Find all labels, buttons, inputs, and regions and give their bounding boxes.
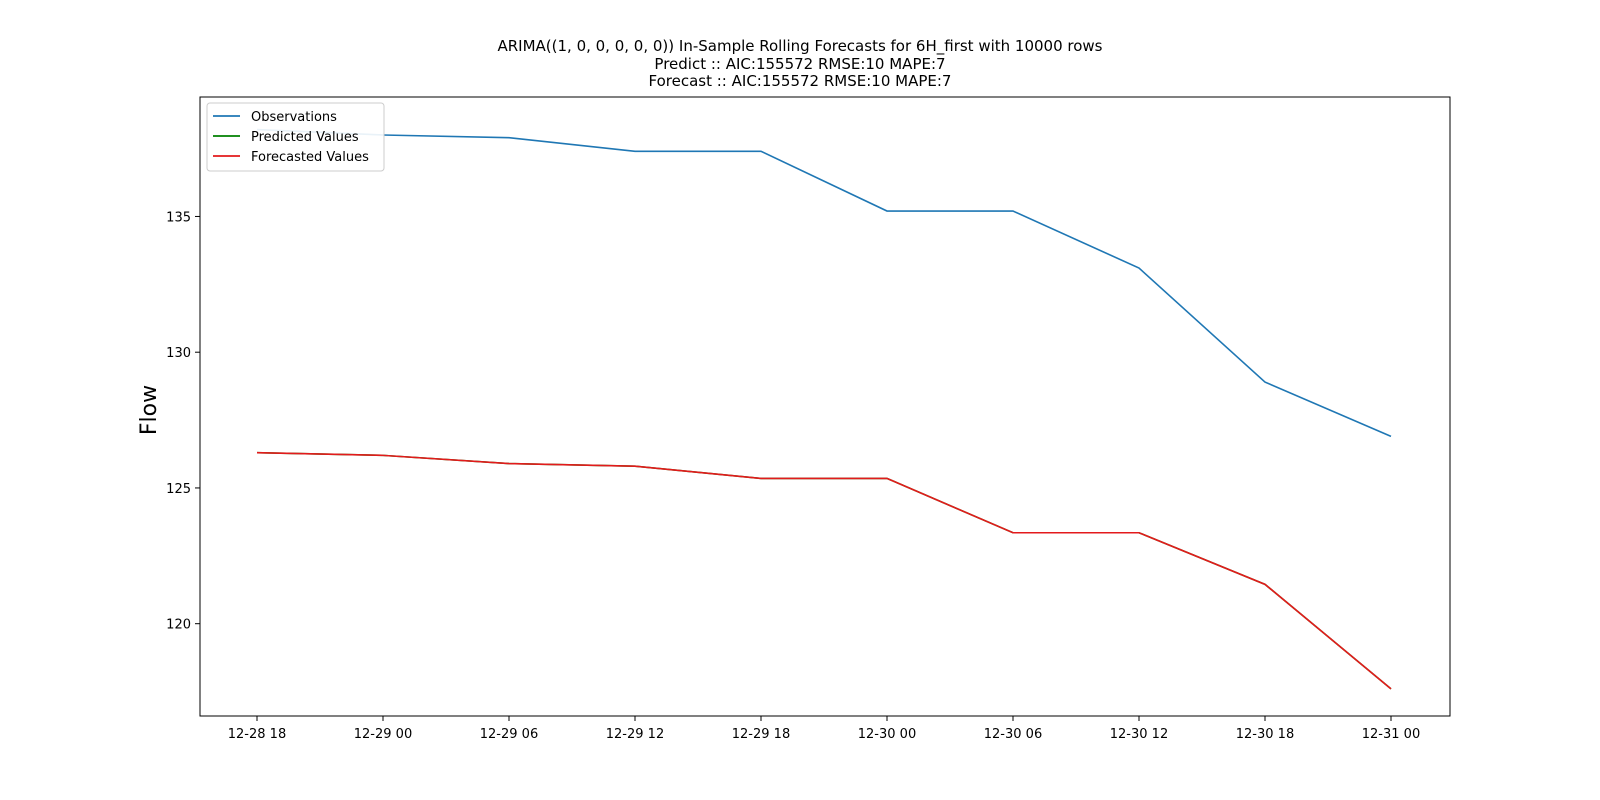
y-tick-label: 135: [166, 210, 191, 225]
chart-title-line-3: Forecast :: AIC:155572 RMSE:10 MAPE:7: [648, 72, 952, 90]
x-tick-label: 12-30 06: [984, 727, 1042, 742]
legend-label: Forecasted Values: [251, 150, 369, 165]
chart-title-line-1: ARIMA((1, 0, 0, 0, 0, 0)) In-Sample Roll…: [497, 37, 1103, 55]
y-tick-label: 130: [166, 346, 191, 361]
chart-title-line-2: Predict :: AIC:155572 RMSE:10 MAPE:7: [654, 55, 946, 73]
x-tick-label: 12-29 12: [606, 727, 664, 742]
series-line-predicted-values: [256, 451, 1392, 690]
x-tick-label: 12-29 18: [732, 727, 790, 742]
x-tick-label: 12-31 00: [1362, 727, 1420, 742]
x-tick-label: 12-30 12: [1110, 727, 1168, 742]
legend-label: Predicted Values: [251, 130, 359, 145]
x-tick-label: 12-29 06: [480, 727, 538, 742]
series-line-forecasted-values: [256, 451, 1392, 690]
series-lines: [256, 128, 1392, 690]
series-line-observations: [256, 128, 1392, 438]
x-tick-label: 12-29 00: [354, 727, 412, 742]
y-axis-ticks: 120 125 130 135: [166, 210, 200, 633]
x-tick-label: 12-30 00: [858, 727, 916, 742]
legend: Observations Predicted Values Forecasted V…: [206, 102, 385, 172]
legend-label: Observations: [251, 110, 337, 125]
x-axis-ticks: 12-28 18 12-29 00 12-29 06 12-29 12 12-29 18…: [228, 716, 1420, 742]
legend-box: [206, 102, 385, 172]
y-tick-label: 125: [166, 482, 191, 497]
y-axis-label: Flow: [137, 385, 162, 435]
y-tick-label: 120: [166, 618, 191, 633]
x-tick-label: 12-30 18: [1236, 727, 1294, 742]
plot-area-frame: [199, 96, 1451, 717]
x-tick-label: 12-28 18: [228, 727, 286, 742]
